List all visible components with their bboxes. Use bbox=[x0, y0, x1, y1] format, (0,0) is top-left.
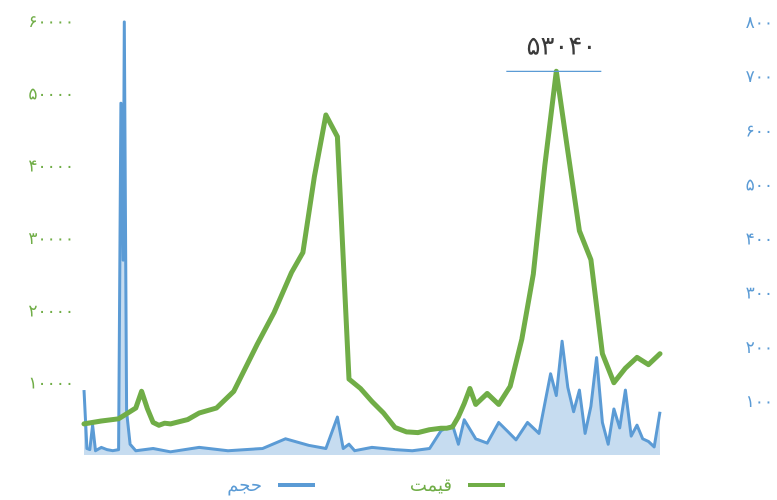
left-axis-tick-label: ۳۰۰۰۰ bbox=[28, 229, 74, 249]
right-axis-tick-label: ۸۰۰ bbox=[746, 13, 773, 33]
left-axis-tick-label: ۱۰۰۰۰ bbox=[28, 374, 74, 394]
volume-series-area bbox=[84, 22, 660, 455]
right-axis-tick-label: ۱۰۰ bbox=[746, 392, 773, 412]
legend-label: قیمت bbox=[410, 475, 452, 496]
legend-label: حجم bbox=[227, 475, 262, 496]
peak-annotation-label: ۵۳۰۴۰ bbox=[526, 31, 596, 61]
right-axis-tick-label: ۷۰۰ bbox=[746, 67, 773, 87]
right-axis-tick-label: ۴۰۰ bbox=[746, 230, 773, 250]
right-axis-tick-label: ۶۰۰ bbox=[746, 121, 773, 141]
volume-series-line bbox=[84, 22, 660, 452]
right-axis-tick-label: ۵۰۰ bbox=[746, 175, 773, 195]
left-axis-tick-label: ۵۰۰۰۰ bbox=[28, 84, 74, 104]
left-axis-tick-label: ۲۰۰۰۰ bbox=[28, 301, 74, 321]
right-axis-tick-label: ۳۰۰ bbox=[746, 284, 773, 304]
price-series-line bbox=[84, 71, 660, 432]
left-axis-tick-label: ۴۰۰۰۰ bbox=[28, 157, 74, 177]
right-axis-tick-label: ۲۰۰ bbox=[746, 338, 773, 358]
left-axis-tick-label: ۶۰۰۰۰ bbox=[28, 12, 74, 32]
